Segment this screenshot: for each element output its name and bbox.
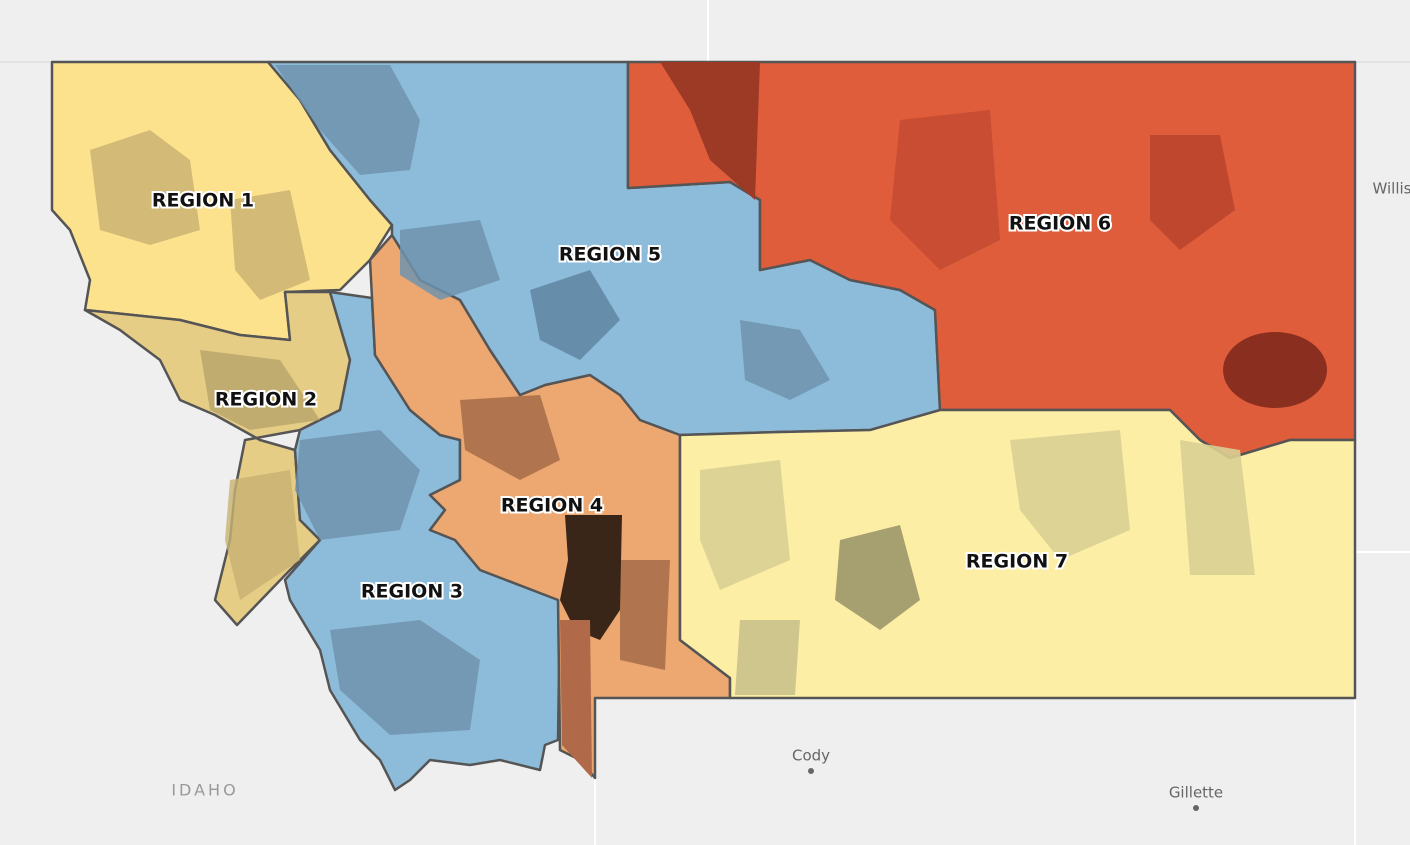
place-dot: [1193, 805, 1199, 811]
district-shading: [90, 62, 1327, 778]
state-label: IDAHO: [171, 781, 238, 800]
region-label: REGION 2: [215, 389, 317, 411]
place-dot: [808, 768, 814, 774]
region-label: REGION 3: [361, 581, 463, 603]
region-label: REGION 6: [1009, 213, 1111, 235]
place-label: Cody: [792, 747, 830, 765]
region-label: REGION 5: [559, 244, 661, 266]
region-label: REGION 7: [966, 551, 1068, 573]
region-label: REGION 4: [501, 495, 603, 517]
place-label: Willis: [1373, 180, 1410, 198]
region-label: REGION 1: [152, 190, 254, 212]
place-label: Gillette: [1169, 784, 1223, 802]
